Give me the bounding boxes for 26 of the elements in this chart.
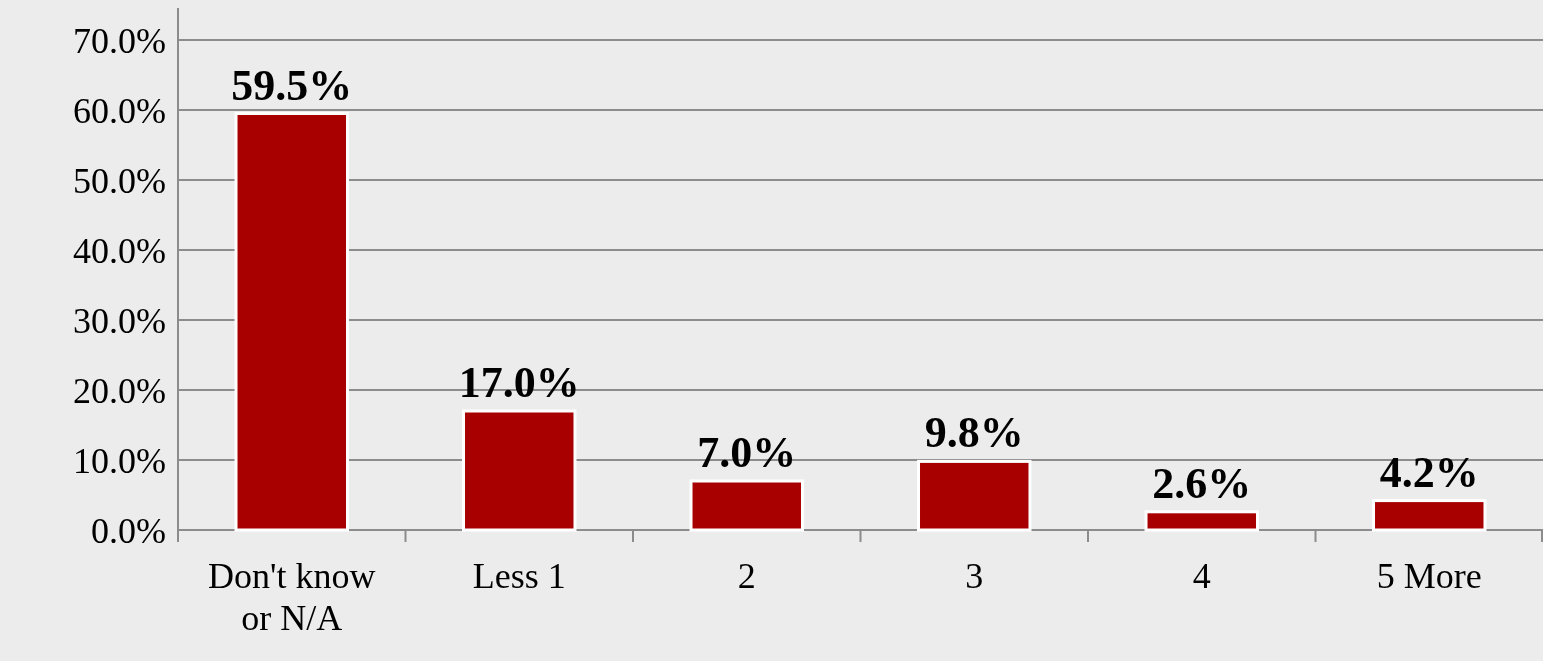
data-label: 2.6% xyxy=(1152,458,1252,508)
x-tick-label: 3 xyxy=(965,556,984,596)
x-tick-label: 2 xyxy=(737,556,756,596)
y-tick-label: 30.0% xyxy=(73,300,166,341)
y-tick-label: 20.0% xyxy=(73,370,166,411)
x-tick-label: Less 1 xyxy=(472,556,566,596)
data-label: 9.8% xyxy=(924,408,1024,458)
bar xyxy=(689,479,804,532)
bar xyxy=(1372,499,1487,532)
x-tick-label: Don't know or N/A xyxy=(208,556,376,638)
data-label: 7.0% xyxy=(697,428,797,477)
data-label: 17.0% xyxy=(458,358,580,407)
data-label: 59.5% xyxy=(231,60,353,110)
bar xyxy=(1144,510,1259,532)
x-tick-label: 4 xyxy=(1192,556,1211,596)
y-tick-label: 70.0% xyxy=(73,20,166,61)
y-tick-label: 50.0% xyxy=(73,160,166,201)
bar xyxy=(462,409,577,532)
bar xyxy=(234,112,349,532)
y-tick-label: 0.0% xyxy=(91,510,166,551)
x-tick-label: 5 More xyxy=(1376,556,1482,596)
y-tick-label: 40.0% xyxy=(73,230,166,271)
y-tick-label: 10.0% xyxy=(73,440,166,481)
data-label: 4.2% xyxy=(1379,447,1479,497)
y-tick-label: 60.0% xyxy=(73,90,166,131)
bar xyxy=(917,459,1032,532)
